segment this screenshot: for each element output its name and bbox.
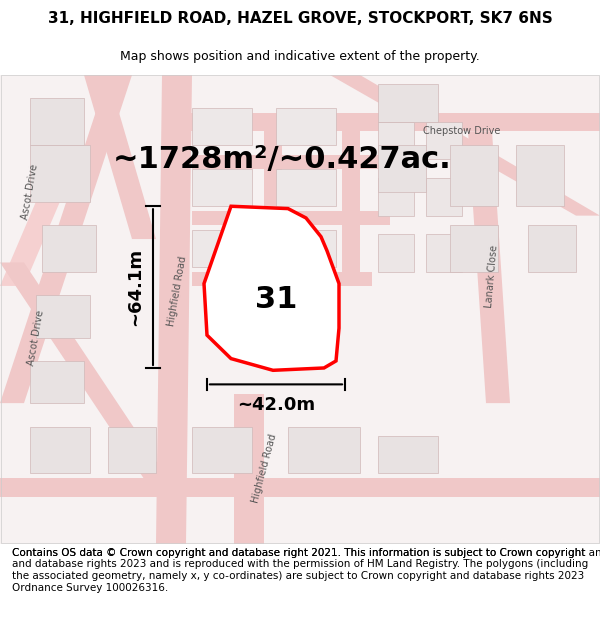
Polygon shape	[426, 234, 462, 272]
Text: 31, HIGHFIELD ROAD, HAZEL GROVE, STOCKPORT, SK7 6NS: 31, HIGHFIELD ROAD, HAZEL GROVE, STOCKPO…	[47, 11, 553, 26]
Polygon shape	[234, 394, 264, 544]
Text: Chepstow Drive: Chepstow Drive	[424, 126, 500, 136]
Polygon shape	[276, 169, 336, 206]
Polygon shape	[378, 178, 414, 216]
Polygon shape	[192, 107, 252, 145]
Polygon shape	[450, 225, 498, 272]
Polygon shape	[276, 230, 336, 268]
Text: ~42.0m: ~42.0m	[237, 396, 315, 414]
Polygon shape	[378, 436, 438, 474]
Polygon shape	[516, 145, 564, 206]
Polygon shape	[192, 211, 390, 225]
Text: ~1728m²/~0.427ac.: ~1728m²/~0.427ac.	[113, 145, 451, 174]
Polygon shape	[378, 145, 426, 192]
Polygon shape	[42, 225, 96, 272]
Text: Lanark Close: Lanark Close	[484, 245, 500, 308]
Polygon shape	[30, 98, 84, 145]
Text: Ascot Drive: Ascot Drive	[20, 164, 40, 221]
Polygon shape	[426, 178, 462, 216]
Polygon shape	[30, 361, 84, 403]
Polygon shape	[450, 145, 498, 206]
Text: Ascot Drive: Ascot Drive	[26, 309, 46, 366]
Text: Map shows position and indicative extent of the property.: Map shows position and indicative extent…	[120, 50, 480, 62]
Polygon shape	[204, 206, 339, 370]
Text: Contains OS data © Crown copyright and database right 2021. This information is : Contains OS data © Crown copyright and d…	[12, 548, 600, 558]
Polygon shape	[192, 426, 252, 474]
Polygon shape	[264, 131, 282, 286]
Polygon shape	[192, 230, 252, 268]
Polygon shape	[192, 154, 408, 169]
Polygon shape	[0, 75, 132, 403]
Polygon shape	[330, 75, 600, 216]
Polygon shape	[468, 131, 510, 403]
Polygon shape	[84, 75, 156, 239]
Text: Contains OS data © Crown copyright and database right 2021. This information is : Contains OS data © Crown copyright and d…	[12, 548, 588, 592]
Text: ~64.1m: ~64.1m	[126, 248, 144, 326]
Text: Highfield Road: Highfield Road	[166, 255, 188, 326]
Polygon shape	[0, 159, 78, 286]
Polygon shape	[192, 272, 372, 286]
Polygon shape	[180, 112, 600, 131]
Polygon shape	[276, 107, 336, 145]
Polygon shape	[30, 145, 90, 201]
Text: Highfield Road: Highfield Road	[250, 433, 278, 504]
Polygon shape	[108, 426, 156, 474]
Polygon shape	[288, 426, 360, 474]
Polygon shape	[192, 169, 252, 206]
Polygon shape	[378, 84, 438, 122]
Polygon shape	[378, 234, 414, 272]
Polygon shape	[378, 122, 414, 159]
Polygon shape	[156, 75, 192, 544]
Polygon shape	[30, 426, 90, 474]
Polygon shape	[528, 225, 576, 272]
Polygon shape	[0, 478, 600, 497]
Polygon shape	[426, 122, 462, 159]
Polygon shape	[0, 262, 180, 497]
Polygon shape	[36, 295, 90, 338]
Polygon shape	[342, 131, 360, 286]
Text: 31: 31	[255, 286, 297, 314]
